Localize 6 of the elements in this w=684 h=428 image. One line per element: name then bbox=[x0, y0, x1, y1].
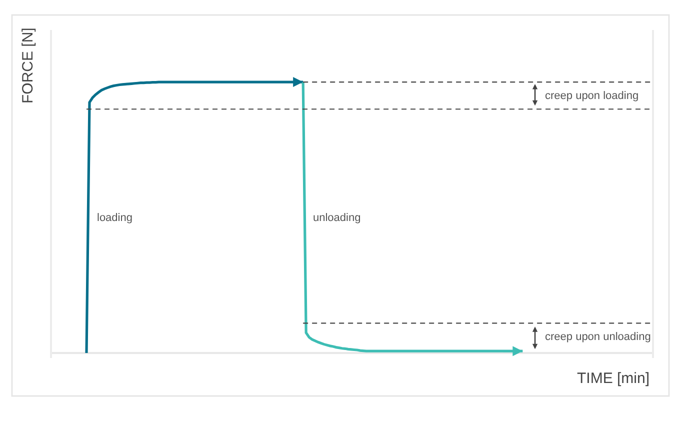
x-axis-title: TIME [min] bbox=[577, 370, 650, 387]
y-axis-title: FORCE [N] bbox=[20, 28, 36, 104]
annotation: creep upon loading bbox=[545, 90, 639, 102]
series-label: loading bbox=[97, 212, 132, 224]
annotation: creep upon unloading bbox=[545, 331, 651, 343]
series-label: unloading bbox=[313, 212, 361, 224]
